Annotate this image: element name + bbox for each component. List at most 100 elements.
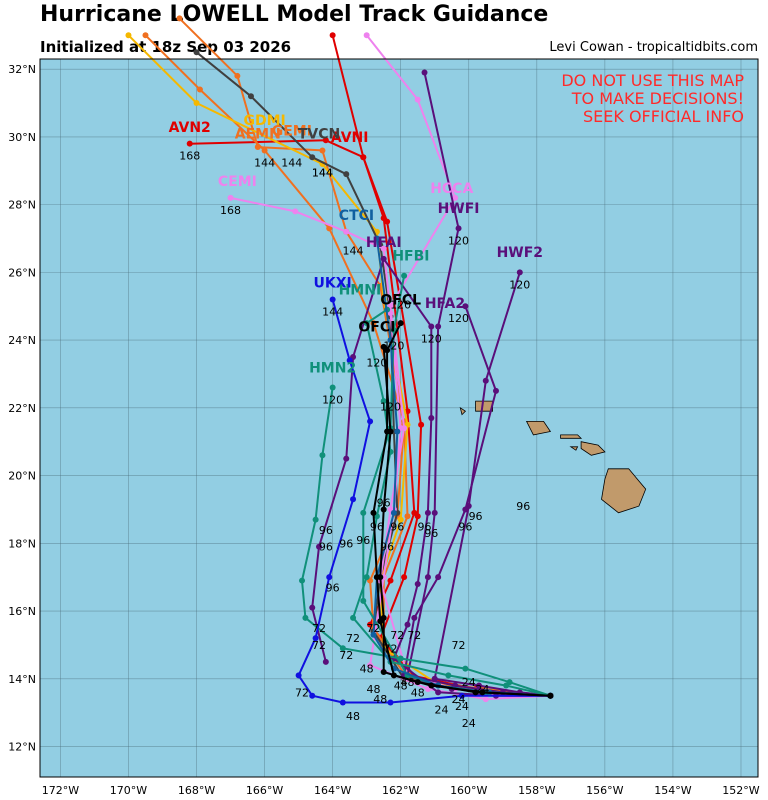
hour-label: 96 (418, 520, 432, 533)
model-label-ofcl: OFCL (380, 293, 421, 309)
track-point-ofci (377, 574, 384, 581)
hour-label: 72 (407, 629, 421, 642)
track-point-hmn2 (397, 655, 404, 662)
track-point-ukxi (339, 699, 346, 706)
track-point-avni (360, 154, 367, 161)
hour-label: 96 (326, 581, 340, 594)
graticule (40, 59, 758, 777)
track-point-hwfi (431, 509, 438, 516)
track-point-cemi (227, 194, 234, 201)
track-point-ofcl (397, 320, 404, 327)
track-point-cemi (367, 662, 374, 669)
map-frame (39, 58, 759, 778)
hour-label: 96 (380, 541, 394, 554)
hour-label: 72 (339, 649, 353, 662)
island-kauai (475, 400, 494, 412)
hour-label: 72 (295, 686, 309, 699)
hour-label: 120 (380, 400, 401, 413)
track-point-hfbi (360, 509, 367, 516)
hour-label: 72 (346, 632, 360, 645)
hour-label: 24 (475, 683, 489, 696)
lon-tick-label: 172°W (42, 784, 79, 797)
hour-label: 72 (312, 622, 326, 635)
island-molokai (560, 434, 583, 439)
track-point-gdmi (397, 516, 404, 523)
track-point-ofci (380, 614, 387, 621)
lat-tick-label: 32°N (8, 63, 36, 76)
model-label-hcca: HCCA (430, 181, 473, 197)
model-label-hfa2: HFA2 (425, 296, 465, 312)
hour-label: 96 (370, 520, 384, 533)
track-point-tvcn (247, 93, 254, 100)
track-point-hfai (435, 689, 442, 696)
track-point-gemi (234, 72, 241, 79)
track-point-hfai (414, 580, 421, 587)
track-point-hwfi (421, 69, 428, 76)
track-point-ukxi (295, 672, 302, 679)
track-point-ukxi (312, 635, 319, 642)
hour-label: 120 (448, 234, 469, 247)
lon-tick-label: 164°W (314, 784, 351, 797)
track-point-hfa2 (411, 614, 418, 621)
model-label-gdmi: GDMI (243, 113, 285, 129)
track-point-hwf2 (482, 377, 489, 384)
hour-label: 96 (424, 527, 438, 540)
track-point-hmn2 (319, 452, 326, 459)
hour-label: 144 (322, 305, 343, 318)
hour-label: 168 (179, 150, 200, 163)
island-oahu (525, 420, 552, 436)
track-point-hfai (424, 509, 431, 516)
track-point-ofci (387, 428, 394, 435)
track-point-hwfi (435, 323, 442, 330)
track-point-hcca (401, 425, 408, 432)
island-niihau (459, 406, 467, 416)
track-point-ctci (390, 509, 397, 516)
track-point-tvcn (343, 171, 350, 178)
lon-tick-label: 156°W (586, 784, 623, 797)
track-point-hmn2 (506, 679, 513, 686)
hour-label: 72 (452, 639, 466, 652)
lon-tick-label: 170°W (110, 784, 147, 797)
hour-label: 144 (343, 245, 364, 258)
track-point-aemn (142, 32, 149, 39)
model-label-avni: AVNI (331, 130, 369, 146)
track-point-ofci (380, 343, 387, 350)
model-label-tvcn: TVCN (298, 127, 340, 143)
hour-label: 48 (373, 693, 387, 706)
lat-tick-label: 14°N (8, 673, 36, 686)
hour-label: 144 (312, 167, 333, 180)
model-label-ofci: OFCI (358, 320, 395, 336)
hour-label: 120 (366, 356, 387, 369)
track-point-ctci (394, 428, 401, 435)
hour-label: 48 (366, 683, 380, 696)
model-label-hfbi: HFBI (392, 249, 429, 265)
track-point-avn2 (387, 577, 394, 584)
track-point-hcca (452, 194, 459, 201)
hour-label: 168 (220, 204, 241, 217)
hour-label: 96 (516, 500, 530, 513)
track-point-tvcn (193, 49, 200, 56)
lon-tick-label: 162°W (382, 784, 419, 797)
track-point-ukxi (367, 418, 374, 425)
lat-tick-label: 30°N (8, 131, 36, 144)
track-point-hfai (428, 415, 435, 421)
hour-label: 120 (390, 299, 411, 312)
hour-label: 72 (390, 629, 404, 642)
lat-tick-label: 24°N (8, 334, 36, 347)
track-point-ofcl (370, 509, 377, 516)
track-point-hmn2 (462, 665, 469, 672)
track-point-hfai (404, 621, 411, 628)
track-point-hfbi (360, 597, 367, 604)
hour-label: 96 (339, 537, 353, 550)
lon-tick-label: 154°W (654, 784, 691, 797)
track-point-hcca (363, 32, 370, 39)
credit-text: Levi Cowan - tropicaltidbits.com (549, 40, 758, 55)
lat-tick-label: 16°N (8, 605, 36, 618)
track-point-hfbi (401, 272, 408, 279)
track-point-hwf2 (431, 675, 438, 682)
track-point-hfai (428, 323, 435, 330)
hour-label: 72 (312, 639, 326, 652)
hawaiian-islands (459, 400, 647, 514)
hour-label: 96 (319, 541, 333, 554)
